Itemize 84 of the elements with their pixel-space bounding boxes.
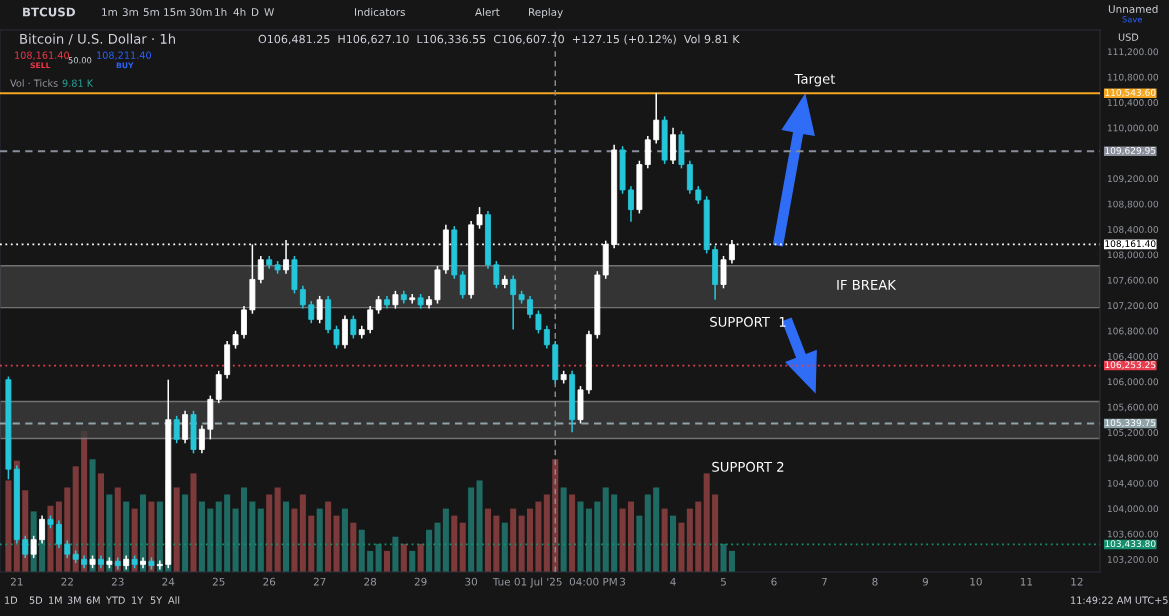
text: USD (1118, 33, 1139, 41)
y-tick-label: 111,200.00 (1107, 48, 1159, 57)
text: Unnamed (1108, 4, 1158, 14)
text: Alert (475, 7, 500, 17)
y-tick-label: 110,800.00 (1107, 73, 1159, 82)
text: 1Y (132, 596, 144, 604)
x-tick-label: 10 (970, 577, 982, 586)
x-tick-label: 12 (1071, 577, 1083, 586)
ref-line-label: 110,543.60 (1105, 89, 1156, 97)
y-tick-label: 104,400.00 (1107, 479, 1159, 488)
y-tick-label: 106,800.00 (1107, 327, 1159, 336)
x-tick-label: 29 (414, 577, 427, 586)
y-tick-label: 107,200.00 (1107, 302, 1159, 310)
y-tick-label: 106,000.00 (1107, 378, 1159, 387)
ref-line-label: 106,253.25 (1105, 361, 1156, 370)
ref-line-label: 108,161.40 (1105, 240, 1156, 248)
x-tick-label: 5 (721, 577, 726, 586)
y-tick-label: 105,200.00 (1107, 429, 1159, 437)
x-tick-label: 27 (313, 577, 326, 586)
text: 4h (233, 7, 246, 16)
x-tick-label: 6 (771, 577, 777, 586)
x-tick-label: 24 (162, 577, 175, 586)
text: YTD (105, 596, 125, 604)
text: BTCUSD (23, 7, 75, 17)
text: 1M (49, 596, 62, 604)
x-tick-label: 3 (620, 577, 626, 586)
annotation: 108,211.40 (97, 51, 152, 60)
text: 5Y (150, 596, 163, 604)
y-tick-label: 108,400.00 (1107, 226, 1159, 234)
x-tick-label: 21 (10, 577, 23, 586)
annotation: 9.81 K (62, 79, 94, 87)
x-tick-label: 30 (465, 577, 478, 586)
ref-line-label: 105,339.75 (1105, 419, 1156, 428)
y-tick-label: 110,400.00 (1107, 99, 1159, 107)
annotation: Target (794, 74, 836, 87)
x-tick-label: 28 (364, 577, 377, 586)
text: 5m (143, 8, 159, 17)
text: Indicators (355, 7, 405, 17)
text: 11:49:22 AM UTC+5 (1071, 596, 1168, 604)
text: 1m (102, 8, 117, 16)
text: 3m (122, 8, 138, 17)
text: 3M (67, 596, 81, 604)
x-tick-label: 4 (670, 577, 676, 586)
x-tick-label: 26 (263, 577, 276, 586)
text: D (252, 8, 259, 16)
annotation: SUPPORT 1 (710, 316, 786, 327)
x-tick-label: 22 (61, 577, 73, 586)
ref-line-label: 103,433.80 (1105, 540, 1156, 549)
annotation: 108,161.40 (15, 51, 70, 60)
chart-title: Bitcoin / U.S. Dollar · 1h (20, 33, 175, 45)
y-tick-label: 104,800.00 (1107, 454, 1159, 463)
ref-line-label: 109,629.95 (1105, 147, 1156, 155)
text: 1h (215, 7, 227, 16)
text: W (264, 8, 274, 16)
text: 5D (29, 596, 43, 604)
x-tick-label: 9 (922, 577, 929, 586)
y-tick-label: 103,200.00 (1107, 556, 1159, 564)
y-tick-label: 103,600.00 (1107, 530, 1159, 539)
x-tick-label: 7 (822, 577, 827, 586)
y-tick-label: 108,000.00 (1107, 251, 1159, 260)
y-tick-label: 109,200.00 (1107, 175, 1159, 183)
annotation: IF BREAK (837, 280, 897, 290)
y-tick-label: 107,600.00 (1107, 276, 1159, 285)
x-tick-label: 25 (212, 577, 225, 586)
text: All (168, 596, 180, 604)
text: 30m (189, 8, 212, 17)
text: Save (1122, 16, 1143, 23)
annotation: Vol · Ticks (10, 79, 58, 87)
annotation: SUPPORT 2 (712, 461, 784, 472)
y-tick-label: 108,800.00 (1107, 200, 1159, 209)
text: 6M (86, 596, 100, 604)
x-tick-label: Tue 01 Jul '25 04:00 PM (492, 577, 617, 588)
y-tick-label: 104,000.00 (1107, 505, 1159, 514)
text: 15m (164, 8, 186, 17)
chart-subtitle: O106,481.25 H106,627.10 L106,336.55 C106,607.70 +127.15 (+0.12%) Vol 9.81 K (258, 34, 740, 45)
y-tick-label: 105,600.00 (1107, 403, 1159, 412)
x-tick-label: 11 (1020, 577, 1033, 586)
y-tick-label: 110,000.00 (1107, 124, 1159, 133)
x-tick-label: 23 (111, 577, 124, 586)
text: 1D (5, 596, 18, 604)
annotation: 50.00 (68, 57, 92, 64)
y-tick-label: 106,400.00 (1107, 352, 1159, 361)
x-tick-label: 8 (872, 577, 878, 586)
text: Replay (529, 7, 563, 19)
